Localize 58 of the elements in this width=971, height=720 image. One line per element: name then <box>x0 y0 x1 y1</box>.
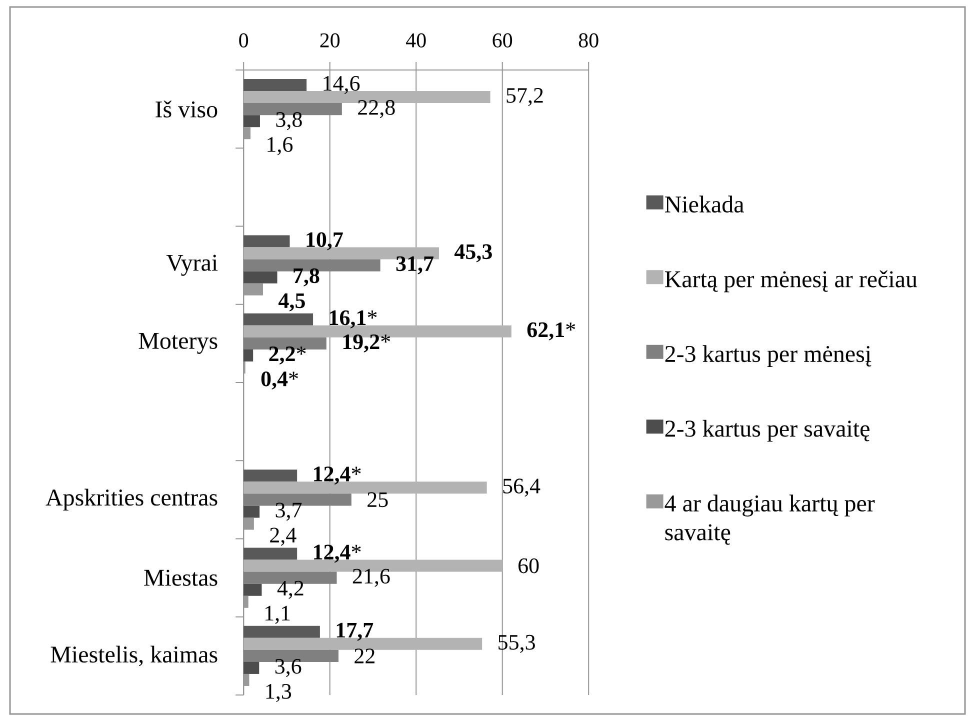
data-label: 3,7 <box>276 502 302 521</box>
data-label: 1,1 <box>265 606 290 624</box>
data-label: 7,8 <box>294 268 320 286</box>
data-label: 17,7 <box>336 622 374 641</box>
legend-label: Kartą per mėnesį ar rečiau <box>664 270 918 292</box>
y-tick-label: Miestas <box>144 570 218 586</box>
data-label: 3,8 <box>276 112 302 130</box>
bar <box>244 548 298 560</box>
data-label: 10,7 <box>306 232 343 250</box>
data-label: 31,7 <box>396 256 434 274</box>
x-tick-label: 0 <box>239 33 248 48</box>
data-label: 12,4* <box>314 466 361 485</box>
data-label: 21,6 <box>352 568 390 587</box>
x-tick-label: 80 <box>578 33 598 48</box>
legend-label: 2-3 kartus per mėnesį <box>665 345 872 367</box>
legend-label: 2-3 kartus per savaitę <box>665 420 870 442</box>
data-label: 3,6 <box>275 658 302 677</box>
bar <box>244 78 307 92</box>
y-tick-label: Moterys <box>138 332 218 354</box>
data-label: 22 <box>354 648 374 664</box>
data-label: 45,3 <box>454 244 492 262</box>
data-label: 19,2* <box>343 334 390 352</box>
data-label: 14,6 <box>324 76 360 94</box>
bar <box>244 470 298 482</box>
x-tick-label: 40 <box>406 33 426 48</box>
bar <box>244 313 314 326</box>
bar <box>244 506 260 518</box>
y-tick-label: Apskrities centras <box>46 488 218 511</box>
data-label: 57,2 <box>506 88 543 106</box>
legend-label: Niekada <box>664 196 744 213</box>
data-label: 12,4* <box>314 544 361 563</box>
legend-label: 4 ar daugiau kartų per savaitę <box>664 494 875 545</box>
x-tick-label: 60 <box>492 33 512 48</box>
data-label: 56,4 <box>503 478 540 497</box>
y-tick-label: Vyrai <box>166 254 218 276</box>
data-label: 0,4* <box>261 371 298 390</box>
data-label: 25 <box>368 492 388 508</box>
data-label: 1,6 <box>268 137 293 156</box>
data-label: 60 <box>518 558 539 574</box>
data-label: 16,1* <box>330 310 377 328</box>
data-label: 2,2* <box>269 346 306 364</box>
bar <box>244 626 320 638</box>
x-tick-label: 20 <box>320 33 340 48</box>
data-label: 22,8 <box>358 100 395 118</box>
data-label: 4,2 <box>277 580 304 599</box>
bar <box>244 584 262 596</box>
data-label: 1,3 <box>266 684 292 702</box>
bar <box>244 235 290 248</box>
data-label: 2,4 <box>270 528 296 546</box>
y-tick-label: Iš viso <box>156 100 218 118</box>
bar <box>244 115 260 128</box>
data-label: 55,3 <box>498 634 535 653</box>
data-label: 62,1* <box>527 322 576 340</box>
bar <box>244 662 260 674</box>
y-tick-label: Miestelis, kaimas <box>50 646 218 666</box>
bar <box>244 349 254 362</box>
data-label: 4,5 <box>278 293 305 312</box>
bar <box>244 271 278 284</box>
